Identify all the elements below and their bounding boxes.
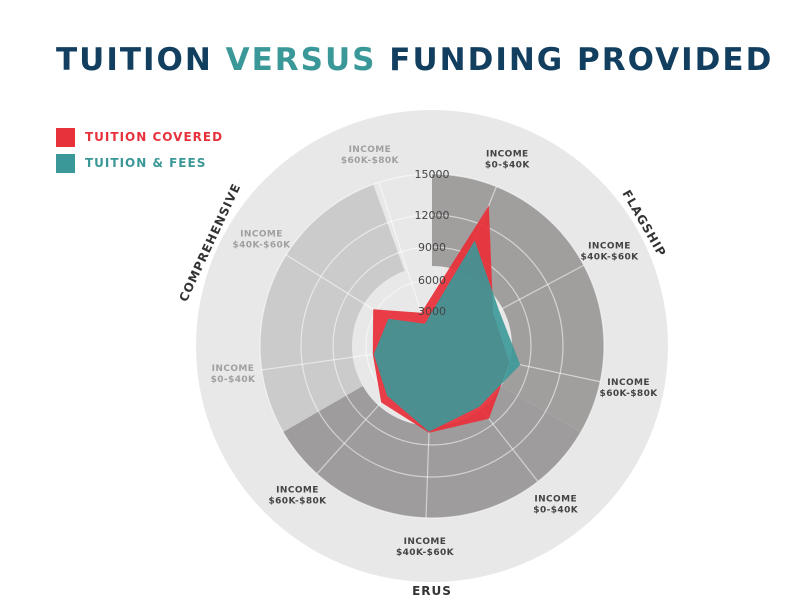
grid-ring-4 bbox=[300, 214, 564, 478]
title-part-1: TUITION bbox=[56, 42, 226, 78]
category-label-erus-1: INCOME bbox=[534, 494, 577, 504]
radial-tick-label: 15000 bbox=[415, 168, 450, 181]
radial-tick-label: 9000 bbox=[418, 241, 446, 254]
category-label-flagship-2: $40K-$60K bbox=[580, 253, 639, 263]
series-tuition-fees bbox=[373, 240, 521, 432]
legend-item-tuition-covered: TUITION COVERED bbox=[56, 127, 223, 147]
category-label-erus-3: $60K-$80K bbox=[268, 496, 327, 506]
category-label-flagship-3: INCOME bbox=[607, 378, 650, 388]
category-label-erus-3: INCOME bbox=[276, 485, 319, 495]
grid-ring-3 bbox=[332, 246, 532, 446]
category-label-erus-2: INCOME bbox=[404, 537, 447, 547]
radial-tick-label: 3000 bbox=[418, 305, 446, 318]
legend-label-tuition-covered: TUITION COVERED bbox=[85, 130, 224, 144]
group-label-erus: ERUS bbox=[412, 584, 452, 598]
category-label-comprehensive-1: INCOME bbox=[212, 364, 255, 374]
category-label-comprehensive-2: INCOME bbox=[240, 230, 283, 240]
legend-label-tuition-fees: TUITION & FEES bbox=[85, 156, 207, 170]
category-label-flagship-1: $0-$40K bbox=[485, 161, 530, 171]
title-accent: VERSUS bbox=[225, 42, 377, 78]
category-label-comprehensive-3: $60K-$80K bbox=[341, 156, 400, 166]
sector-erus bbox=[283, 386, 581, 518]
radial-tick-label: 12000 bbox=[415, 209, 450, 222]
category-label-comprehensive-1: $0-$40K bbox=[211, 375, 256, 385]
grid-ring-5 bbox=[259, 173, 605, 519]
category-label-flagship-1: INCOME bbox=[486, 150, 529, 160]
sector-comprehensive bbox=[260, 184, 405, 432]
legend: TUITION COVERED TUITION & FEES bbox=[56, 127, 223, 179]
category-label-erus-1: $0-$40K bbox=[533, 505, 578, 515]
category-label-flagship-2: INCOME bbox=[588, 242, 631, 252]
category-label-comprehensive-2: $40K-$60K bbox=[232, 241, 291, 251]
category-label-erus-2: $40K-$60K bbox=[396, 548, 455, 558]
radial-tick-label: 6000 bbox=[418, 274, 446, 287]
title-part-3: FUNDING PROVIDED bbox=[376, 42, 774, 78]
legend-swatch-tuition-fees bbox=[56, 153, 75, 173]
category-label-comprehensive-3: INCOME bbox=[349, 145, 392, 155]
category-label-flagship-3: $60K-$80K bbox=[600, 389, 659, 399]
legend-swatch-tuition-covered bbox=[56, 127, 75, 147]
legend-item-tuition-fees: TUITION & FEES bbox=[56, 153, 223, 173]
page-title: TUITION VERSUS FUNDING PROVIDED bbox=[56, 42, 773, 78]
